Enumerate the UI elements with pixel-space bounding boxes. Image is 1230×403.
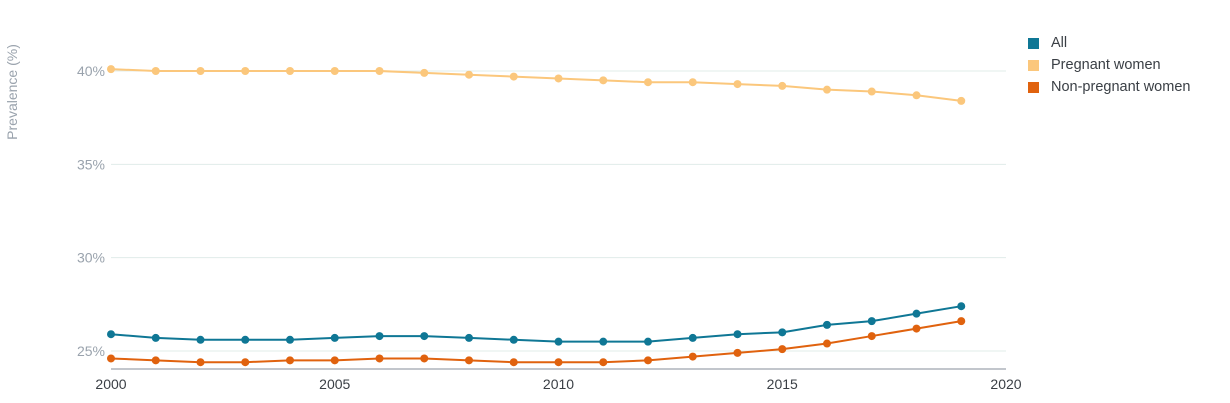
data-point[interactable]	[733, 330, 742, 339]
data-point[interactable]	[823, 339, 831, 348]
data-point[interactable]	[330, 333, 339, 342]
data-point[interactable]	[644, 337, 652, 346]
data-point[interactable]	[778, 345, 787, 354]
series-points	[107, 65, 966, 367]
data-point[interactable]	[465, 70, 473, 79]
data-point[interactable]	[286, 67, 294, 75]
data-point[interactable]	[867, 332, 876, 341]
x-tick-label: 2020	[990, 376, 1021, 392]
data-point[interactable]	[509, 72, 518, 81]
data-point[interactable]	[330, 67, 339, 75]
data-point[interactable]	[823, 320, 831, 329]
legend-swatch-non-pregnant-women	[1028, 81, 1039, 93]
data-point[interactable]	[599, 337, 608, 346]
data-point[interactable]	[107, 354, 115, 363]
data-point[interactable]	[912, 309, 921, 318]
data-point[interactable]	[688, 352, 697, 361]
data-point[interactable]	[778, 328, 787, 337]
legend-label-all: All	[1051, 35, 1068, 51]
data-point[interactable]	[599, 358, 608, 367]
data-point[interactable]	[912, 91, 921, 100]
data-point[interactable]	[733, 348, 742, 357]
series-line-2	[110, 320, 962, 364]
data-point[interactable]	[644, 78, 652, 87]
y-axis-ticks: 25% 30% 35% 40%	[77, 63, 105, 359]
data-point[interactable]	[375, 332, 384, 341]
data-point[interactable]	[330, 356, 339, 365]
series-lines	[110, 68, 962, 364]
data-point[interactable]	[823, 85, 831, 94]
legend-item-pregnant-women[interactable]: Pregnant women	[1028, 54, 1190, 76]
data-point[interactable]	[778, 81, 787, 90]
data-point[interactable]	[151, 67, 160, 75]
series-line-1	[110, 68, 962, 102]
data-point[interactable]	[241, 335, 250, 344]
data-point[interactable]	[733, 80, 742, 89]
grid-lines	[111, 70, 1006, 352]
y-tick-label: 30%	[77, 250, 105, 266]
data-point[interactable]	[420, 354, 429, 363]
x-axis-ticks: 2000 2005 2010 2015 2020	[95, 376, 1021, 392]
legend-swatch-pregnant-women	[1028, 59, 1039, 71]
data-point[interactable]	[509, 358, 518, 367]
data-point[interactable]	[957, 317, 966, 326]
data-point[interactable]	[509, 335, 518, 344]
legend-swatch-all	[1028, 37, 1039, 49]
data-point[interactable]	[688, 78, 697, 87]
data-point[interactable]	[957, 302, 966, 311]
data-point[interactable]	[375, 354, 384, 363]
data-point[interactable]	[196, 335, 205, 344]
data-point[interactable]	[554, 358, 563, 367]
data-point[interactable]	[151, 356, 160, 365]
data-point[interactable]	[465, 356, 473, 365]
data-point[interactable]	[241, 67, 250, 75]
y-tick-label: 25%	[77, 343, 105, 359]
data-point[interactable]	[196, 67, 205, 75]
legend-item-all[interactable]: All	[1028, 32, 1190, 54]
data-point[interactable]	[286, 335, 294, 344]
data-point[interactable]	[107, 330, 115, 339]
data-point[interactable]	[912, 324, 921, 333]
x-tick-label: 2000	[95, 376, 126, 392]
data-point[interactable]	[107, 65, 115, 74]
data-point[interactable]	[867, 317, 876, 326]
legend-label-pregnant-women: Pregnant women	[1051, 57, 1161, 73]
x-tick-label: 2010	[543, 376, 574, 392]
data-point[interactable]	[465, 333, 473, 342]
data-point[interactable]	[599, 76, 608, 85]
data-point[interactable]	[286, 356, 294, 365]
data-point[interactable]	[554, 74, 563, 83]
y-axis-title: Prevalence (%)	[4, 44, 20, 140]
data-point[interactable]	[151, 333, 160, 342]
legend-item-non-pregnant-women[interactable]: Non-pregnant women	[1028, 76, 1190, 98]
data-point[interactable]	[644, 356, 652, 365]
x-tick-label: 2005	[319, 376, 350, 392]
series-line-0	[110, 305, 962, 343]
data-point[interactable]	[554, 337, 563, 346]
data-point[interactable]	[957, 96, 966, 105]
data-point[interactable]	[420, 68, 429, 77]
data-point[interactable]	[688, 333, 697, 342]
data-point[interactable]	[867, 87, 876, 96]
legend: All Pregnant women Non-pregnant women	[1028, 32, 1190, 98]
data-point[interactable]	[241, 358, 250, 367]
legend-label-non-pregnant-women: Non-pregnant women	[1051, 79, 1191, 95]
data-point[interactable]	[420, 332, 429, 341]
data-point[interactable]	[196, 358, 205, 367]
data-point[interactable]	[375, 67, 384, 75]
y-tick-label: 40%	[77, 63, 105, 79]
x-tick-label: 2015	[767, 376, 798, 392]
y-tick-label: 35%	[77, 156, 105, 172]
